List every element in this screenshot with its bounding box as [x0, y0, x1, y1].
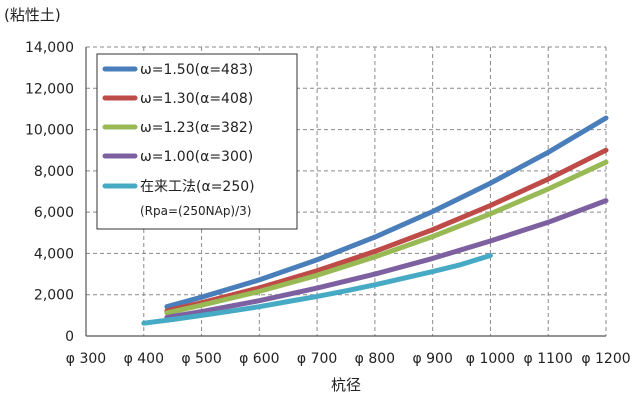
series-line-3	[164, 159, 609, 316]
y-tick-labels: 0 2,000 4,000 6,000 8,000 10,000 12,000 14,000	[25, 40, 74, 345]
y-tick-label: 0	[65, 329, 74, 345]
x-axis-title: 杭径	[331, 376, 361, 394]
x-tick-label: φ 500	[181, 351, 221, 367]
legend-label-5: 在来工法(α=250)	[140, 179, 255, 195]
x-tick-labels: φ 300 φ 400 φ 500 φ 600 φ 700 φ 800 φ 900 φ 100…	[66, 351, 631, 367]
x-tick-label: φ 1200	[581, 351, 630, 367]
series-lines	[141, 115, 609, 326]
x-tick-label: φ 800	[355, 351, 395, 367]
y-tick-label: 8,000	[34, 164, 74, 180]
x-tick-label: φ 300	[66, 351, 106, 367]
legend-label-4: ω=1.00(α=300)	[140, 149, 253, 165]
y-tick-label: 4,000	[34, 246, 74, 262]
y-tick-label: 2,000	[34, 288, 74, 304]
legend-label-3: ω=1.23(α=382)	[140, 120, 253, 136]
x-tick-label: φ 700	[297, 351, 337, 367]
y-tick-label: 10,000	[25, 123, 74, 139]
x-tick-label: φ 600	[239, 351, 279, 367]
series-line-1	[164, 115, 609, 310]
legend: ω=1.50(α=483) ω=1.30(α=408) ω=1.23(α=382) ω…	[96, 53, 298, 230]
x-tick-label: φ 400	[124, 351, 164, 367]
unit-label: (粘性土)	[4, 6, 61, 24]
legend-label-1: ω=1.50(α=483)	[140, 62, 253, 78]
y-tick-label: 6,000	[34, 205, 74, 221]
legend-label-2: ω=1.30(α=408)	[140, 91, 253, 107]
legend-box	[96, 53, 298, 230]
series-line-5	[141, 253, 493, 326]
x-tick-label: φ 900	[412, 351, 452, 367]
x-tick-label: φ 1100	[524, 351, 573, 367]
axes	[85, 46, 607, 337]
legend-sublabel-5: (Rpa=(250NAp)/3)	[140, 204, 251, 218]
series-line-4	[164, 198, 609, 320]
y-tick-label: 14,000	[25, 40, 74, 56]
x-tick-label: φ 1000	[466, 351, 515, 367]
y-tick-label: 12,000	[25, 81, 74, 97]
series-line-2	[164, 147, 609, 314]
